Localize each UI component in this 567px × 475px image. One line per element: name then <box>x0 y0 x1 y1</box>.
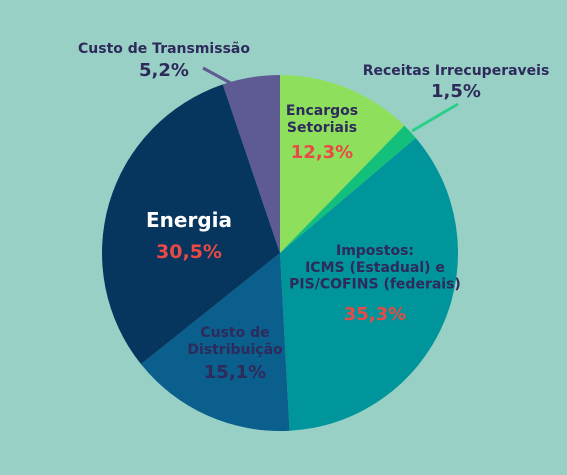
slice-label: Receitas Irrecuperaveis <box>363 63 550 79</box>
slice-label: Custo de Distribuição <box>187 325 283 358</box>
pie-slice <box>280 137 458 431</box>
leader-line <box>202 66 237 88</box>
slice-value-label: 15,1% <box>204 362 266 383</box>
slice-label: Energia <box>146 208 232 232</box>
slice-value-label: 30,5% <box>156 241 222 263</box>
slice-value-label: 5,2% <box>139 60 189 81</box>
pie-slice <box>102 84 280 365</box>
slice-label: Custo de Transmissão <box>78 41 250 57</box>
pie-slice <box>280 125 416 253</box>
slice-value-label: 35,3% <box>344 304 406 325</box>
pie-slice <box>280 75 405 253</box>
slice-label: Encargos Setoriais <box>286 103 358 136</box>
slice-value-label: 12,3% <box>291 142 353 163</box>
slice-value-label: 1,5% <box>431 81 481 102</box>
leader-line <box>411 102 459 133</box>
pie-slice <box>140 253 290 431</box>
pie-slice <box>222 75 280 253</box>
slice-label: Impostos: ICMS (Estadual) e PIS/COFINS (fe… <box>289 243 461 293</box>
